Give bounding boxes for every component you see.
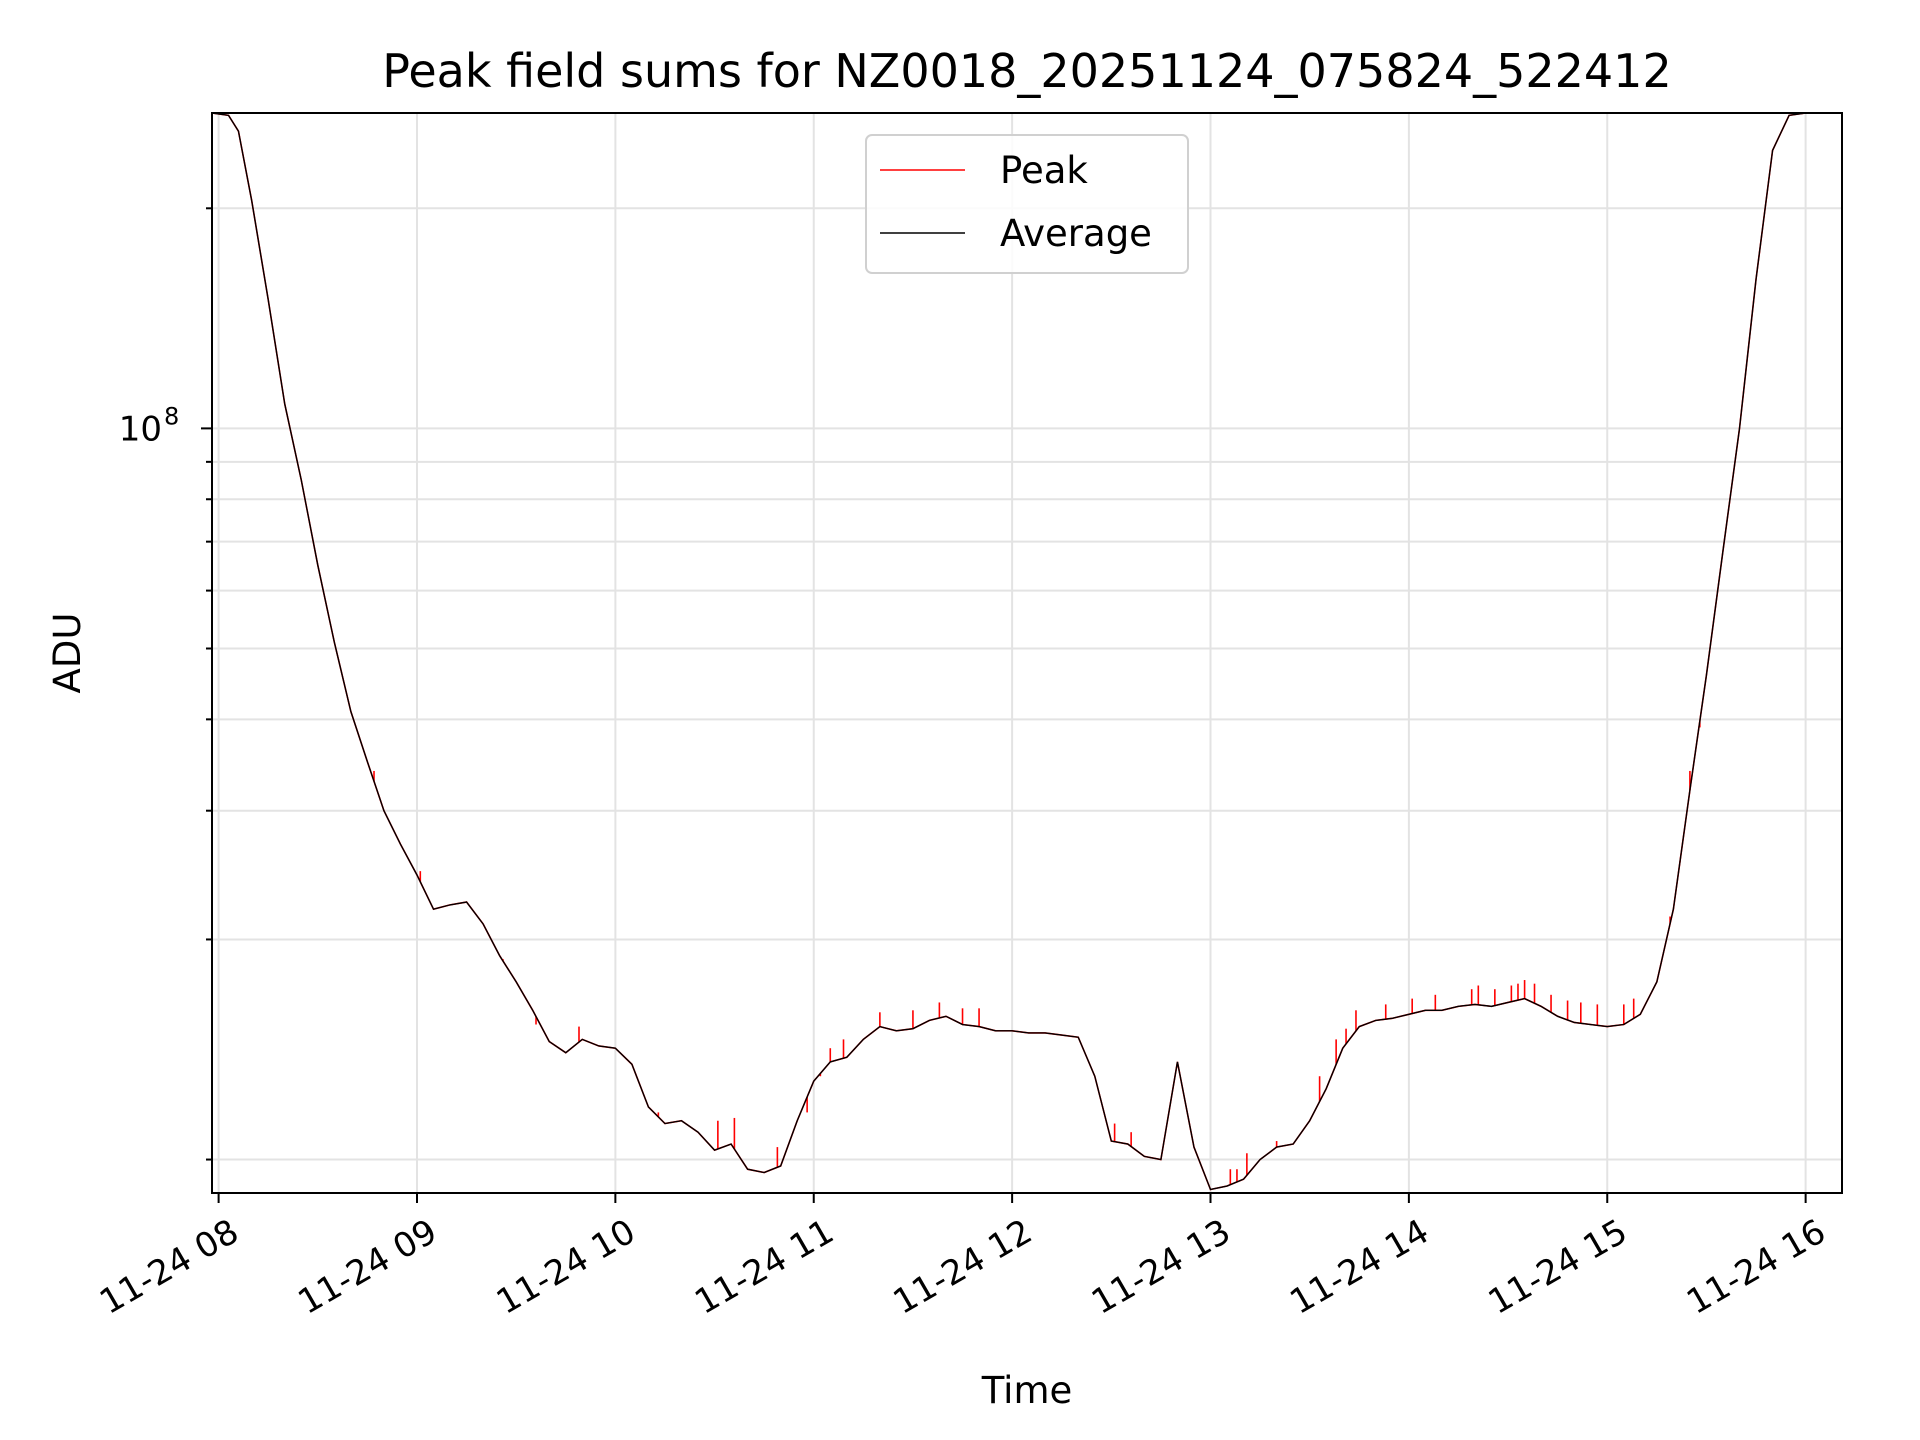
legend-peak-label: Peak	[1000, 149, 1088, 192]
y-tick-exponent: 8	[164, 402, 179, 430]
y-axis-label: ADU	[46, 613, 89, 694]
y-tick-label: 10	[119, 409, 162, 449]
legend-average-label: Average	[1000, 212, 1152, 255]
series-layer	[211, 112, 1842, 1191]
x-axis-label: Time	[981, 1369, 1073, 1412]
plot-frame	[211, 112, 1843, 1194]
series-line-average	[211, 112, 1842, 1191]
legend: Peak Average	[865, 134, 1189, 274]
chart-title: Peak field sums for NZ0018_20251124_0758…	[382, 44, 1671, 98]
